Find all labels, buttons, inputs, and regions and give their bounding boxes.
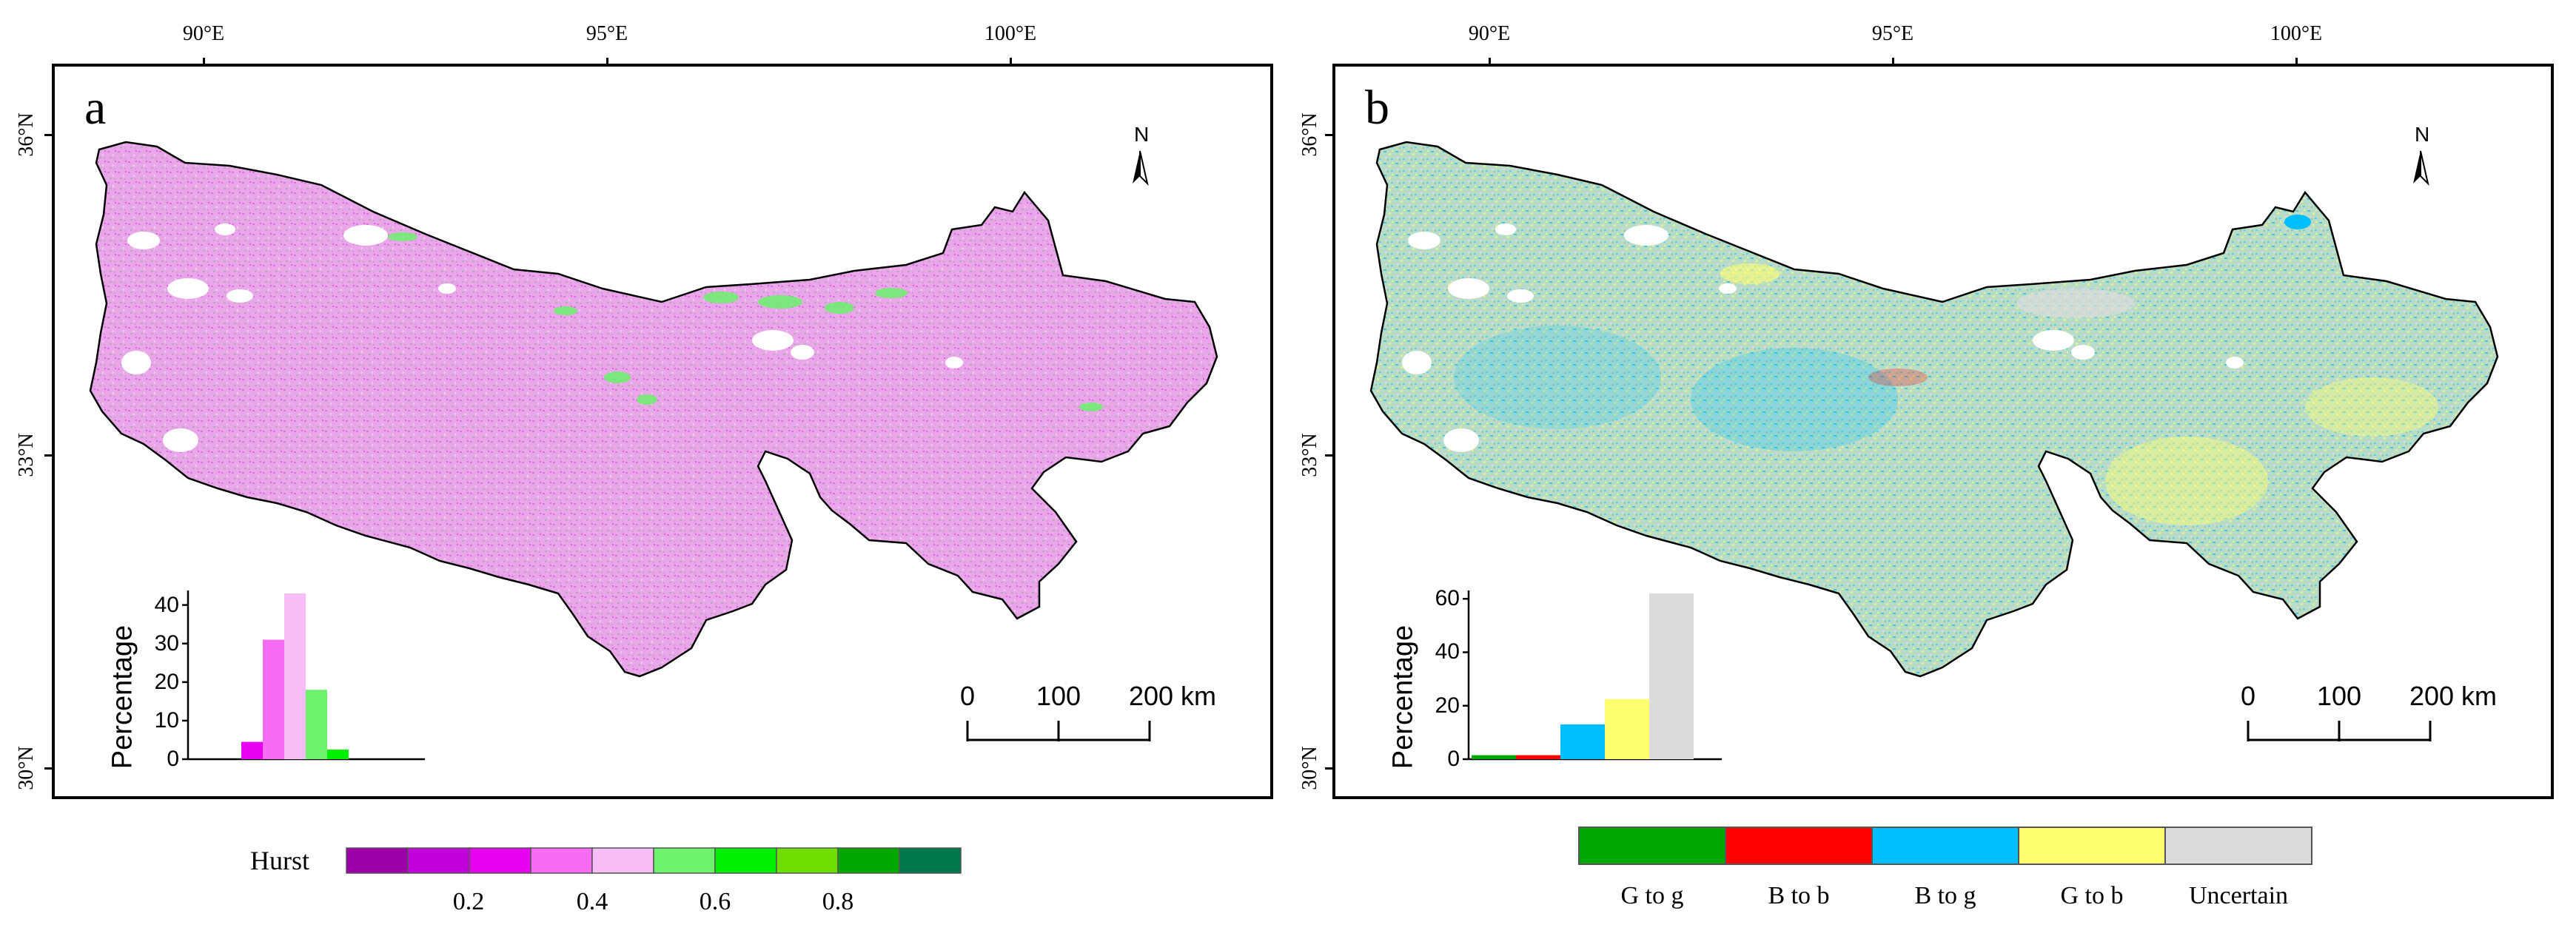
map-panel-b: b: [1332, 64, 2554, 799]
histogram-a: [182, 590, 425, 761]
lat-tick: [1325, 767, 1332, 770]
hist-bar: [1516, 755, 1560, 759]
lon-label-100-b: 100°E: [2270, 22, 2323, 45]
scale-label-0: 0: [959, 681, 976, 711]
hist-bar: [327, 749, 349, 759]
lat-tick: [44, 767, 52, 770]
panel-label-a: a: [84, 81, 107, 135]
legend-b-label: B to b: [1768, 882, 1830, 909]
legend-b-swatch: [1725, 827, 1873, 865]
legend-b-swatch: [2164, 827, 2312, 865]
lon-tick: [1489, 58, 1491, 65]
lon-tick: [2295, 58, 2298, 65]
high-hurst-patches: [388, 232, 1103, 411]
trend-patches-b: [1454, 215, 2438, 525]
legend-b-label: Uncertain: [2188, 882, 2289, 909]
legend-b-swatch: [1578, 827, 1726, 865]
scale-label-200: 200 km: [1128, 681, 1217, 711]
scale-bar-a: [966, 721, 1151, 741]
legend-a-swatch: [899, 847, 962, 874]
lon-tick: [1892, 58, 1894, 65]
hist-bar: [1560, 724, 1605, 759]
hist-bar: [263, 639, 284, 759]
legend-a-swatch: [653, 847, 716, 874]
legend-b-swatch: [2018, 827, 2166, 865]
region-outline-b: [1369, 141, 2499, 678]
map-panel-a: a: [52, 64, 1273, 799]
hist-y-tick-label: 20: [1435, 693, 1460, 718]
legend-a-swatch: [837, 847, 900, 874]
hist-y-tick-label: 0: [1447, 747, 1460, 771]
lat-tick: [44, 454, 52, 457]
lon-tick: [203, 58, 205, 65]
scale-label-0: 0: [2240, 681, 2256, 711]
histogram-b: [1463, 590, 1722, 761]
north-label-b: N: [2415, 123, 2430, 146]
hist-bar: [1605, 699, 1649, 759]
lon-label-95-b: 95°E: [1871, 22, 1914, 45]
hist-bar: [1472, 755, 1516, 759]
hist-y-tick-label: 60: [1435, 586, 1460, 611]
panel-label-b: b: [1365, 81, 1389, 135]
legend-a-label: 0.6: [699, 888, 731, 915]
scale-label-100: 100: [2316, 681, 2362, 711]
legend-a-swatch: [407, 847, 470, 874]
legend-b-swatch: [1871, 827, 2019, 865]
legend-a-swatch: [714, 847, 777, 874]
lake-patches-b: [1402, 223, 2244, 452]
region-map-a: [89, 141, 1218, 678]
hist-y-tick-label: 30: [154, 630, 179, 656]
hist-y-tick-label: 40: [1435, 639, 1460, 664]
lon-label-90-b: 90°E: [1468, 22, 1511, 45]
legend-b-label: B to g: [1914, 882, 1976, 909]
scale-label-100: 100: [1036, 681, 1081, 711]
hist-bar: [306, 690, 327, 759]
hist-y-tick-label: 0: [167, 747, 179, 771]
legend-a-swatch: [591, 847, 654, 874]
legend-a-swatch: [346, 847, 409, 874]
lat-tick: [44, 134, 52, 136]
legend-a-title: Hurst: [250, 846, 309, 875]
legend-a-label: 0.8: [822, 888, 854, 915]
hist-bar: [284, 593, 306, 759]
lon-label-95-a: 95°E: [586, 22, 628, 45]
north-arrow-icon: [1133, 150, 1149, 186]
scale-label-200: 200 km: [2409, 681, 2498, 711]
lat-tick: [1325, 134, 1332, 136]
legend-b-label: G to g: [1620, 882, 1684, 909]
hist-bar: [241, 741, 263, 759]
legend-a-label: 0.4: [576, 888, 608, 915]
north-label-a: N: [1134, 123, 1150, 146]
lake-patches-a: [121, 223, 963, 452]
region-map-b: [1369, 141, 2499, 678]
hist-y-tick-label: 10: [154, 707, 179, 733]
hist-y-tick-label: 20: [154, 669, 179, 694]
lon-tick: [1010, 58, 1012, 65]
region-outline-a: [89, 141, 1218, 678]
hist-bar: [1649, 593, 1694, 759]
lon-label-90-a: 90°E: [182, 22, 225, 45]
lat-tick: [1325, 454, 1332, 457]
north-arrow-icon: [2413, 150, 2429, 186]
legend-a-label: 0.2: [452, 888, 485, 915]
lon-tick: [606, 58, 608, 65]
hist-y-tick-label: 40: [154, 592, 179, 617]
scale-bar-b: [2247, 721, 2432, 741]
legend-b-label: G to b: [2060, 882, 2124, 909]
lon-label-100-a: 100°E: [984, 22, 1037, 45]
